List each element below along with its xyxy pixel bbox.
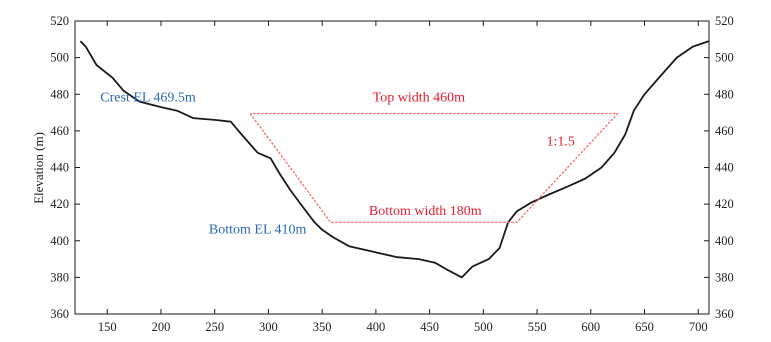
y-tick-label-right: 480 <box>715 87 734 101</box>
y-tick-label-right: 420 <box>715 197 734 211</box>
x-tick-label: 650 <box>635 320 654 334</box>
y-tick-label-left: 520 <box>50 14 69 28</box>
x-tick-label: 600 <box>581 320 600 334</box>
y-tick-label-left: 480 <box>50 87 69 101</box>
annotation-label: Bottom EL 410m <box>209 222 307 237</box>
y-tick-label-right: 380 <box>715 270 734 284</box>
x-tick-label: 200 <box>152 320 171 334</box>
y-tick-label-left: 420 <box>50 197 69 211</box>
y-tick-label-left: 380 <box>50 270 69 284</box>
y-tick-label-right: 500 <box>715 51 734 65</box>
y-tick-label-left: 440 <box>50 161 69 175</box>
annotation-label: Bottom width 180m <box>369 204 482 219</box>
annotation-label: 1:1.5 <box>547 135 575 150</box>
axis-ticks: 150 200 250 300 350 400 450 500 550 600 650 700 360 3… <box>50 14 734 334</box>
y-tick-label-left: 400 <box>50 234 69 248</box>
series-layer <box>79 40 710 279</box>
y-tick-label-right: 440 <box>715 161 734 175</box>
x-tick-label: 400 <box>367 320 386 334</box>
y-tick-label-right: 460 <box>715 124 734 138</box>
annotation-label: Crest EL 469.5m <box>100 91 196 106</box>
valley-profile-line <box>79 40 710 279</box>
x-tick-label: 550 <box>528 320 547 334</box>
x-tick-label: 300 <box>259 320 278 334</box>
x-tick-label: 450 <box>420 320 439 334</box>
annotation-label: Top width 460m <box>373 91 465 106</box>
x-tick-label: 250 <box>205 320 224 334</box>
y-tick-label-left: 460 <box>50 124 69 138</box>
x-tick-label: 150 <box>98 320 117 334</box>
x-tick-label: 500 <box>474 320 493 334</box>
y-tick-label-left: 500 <box>50 51 69 65</box>
plot-frame <box>74 20 710 315</box>
y-tick-label-right: 520 <box>715 14 734 28</box>
x-tick-label: 350 <box>313 320 332 334</box>
y-tick-label-right: 400 <box>715 234 734 248</box>
y-axis-label: Elevation (m) <box>31 132 46 204</box>
annotation-layer: Crest EL 469.5m Top width 460m 1:1.5 Bottom… <box>100 91 575 238</box>
y-tick-label-right: 360 <box>715 307 734 321</box>
x-tick-label: 700 <box>689 320 708 334</box>
y-tick-label-left: 360 <box>50 307 69 321</box>
dam-section-outline-line <box>249 112 619 224</box>
